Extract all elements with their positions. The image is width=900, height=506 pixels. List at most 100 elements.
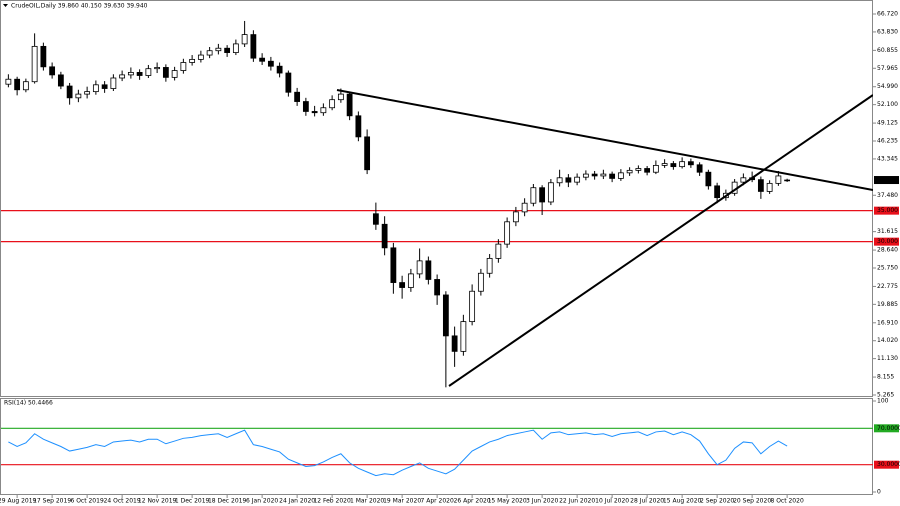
trendline-layer (336, 89, 873, 387)
candle-body (329, 99, 336, 109)
candle-body (381, 223, 388, 249)
candle-body (232, 43, 239, 53)
candle-body (92, 84, 99, 93)
candle-body (390, 247, 397, 283)
y-tick-label: 57.965 (877, 65, 898, 72)
menu-arrow[interactable] (3, 4, 8, 7)
candle-body (14, 78, 21, 91)
y-tick-label: 25.750 (877, 264, 898, 271)
x-tick-label: 7 Apr 2020 (420, 498, 453, 505)
rsi-line (8, 429, 788, 477)
candle-body (75, 93, 82, 99)
y-tick-label: 37.480 (877, 192, 898, 199)
candle-body (171, 70, 178, 78)
candle-body (372, 213, 379, 225)
x-tick-label: 18 Dec 2019 (208, 498, 247, 505)
x-tick-label: 26 Apr 2020 (454, 498, 491, 505)
candle-body (757, 179, 764, 192)
candle-body (250, 34, 257, 59)
candle-body (740, 177, 747, 183)
candle-body (661, 163, 668, 166)
candle-body (565, 177, 572, 183)
candle-body (539, 187, 546, 203)
candle-body (434, 279, 441, 296)
y-tick-label: 22.775 (877, 283, 898, 290)
candle-body (582, 173, 589, 178)
candle-body (784, 179, 791, 182)
y-tick-label: 28.640 (877, 247, 898, 254)
candle-body (101, 84, 108, 89)
y-tick-label: 39.940 (877, 177, 898, 184)
y-tick-label: 63.830 (877, 28, 898, 35)
candle-body (189, 58, 196, 63)
candle-body (5, 78, 12, 85)
trendline (448, 94, 873, 387)
x-tick-label: 1 Dec 2019 (175, 498, 210, 505)
y-tick-label: 35.000 (877, 207, 898, 214)
candle-body (241, 34, 248, 45)
candle-body (469, 290, 476, 323)
y-tick-label: 100 (877, 398, 889, 405)
candle-body (259, 57, 266, 62)
y-tick-label: 46.235 (877, 138, 898, 145)
candle-body (154, 67, 161, 70)
x-tick-label: 10 Jul 2020 (595, 498, 629, 505)
x-tick-label: 12 Feb 2020 (313, 498, 351, 505)
candle-body (775, 175, 782, 184)
x-tick-label: 22 Jun 2020 (559, 498, 595, 505)
candle-body (670, 163, 677, 168)
candle-body (652, 164, 659, 173)
candle-body (294, 91, 301, 102)
candle-body (425, 260, 432, 280)
y-tick-label: 52.100 (877, 101, 898, 108)
x-tick-label: 6 Jan 2020 (246, 498, 278, 505)
x-tick-label: 29 Aug 2019 (0, 498, 37, 505)
candle-body (267, 60, 274, 67)
candle-body (57, 74, 64, 87)
candle-body (215, 47, 222, 52)
candle-body (66, 85, 73, 99)
price-label-box (874, 237, 899, 246)
y-tick-label: 30.0000 (877, 461, 900, 468)
candle-body (197, 54, 204, 60)
candle-body (285, 72, 292, 93)
candle-body (311, 111, 318, 114)
candle-body (635, 168, 642, 171)
price-label-box (874, 206, 899, 215)
candle-body (276, 65, 283, 74)
plot-area: 66.720 63.830 60.855 57.965 54.990 52.100 49.1… (0, 11, 900, 505)
candle-body (31, 45, 38, 83)
candle-body (40, 45, 47, 68)
y-tick-label: 8.155 (877, 374, 894, 381)
candle-body (49, 66, 56, 76)
x-tick-label: 2 Sep 2020 (700, 498, 734, 505)
candle-body (547, 182, 554, 203)
candle-body (145, 68, 152, 76)
candle-body (556, 177, 563, 184)
candle-body (127, 72, 134, 76)
candle-body (460, 321, 467, 352)
candle-body (714, 185, 721, 199)
candle-body (521, 202, 528, 213)
x-tick-label: 24 Jan 2020 (279, 498, 315, 505)
candle-body (477, 272, 484, 292)
trendline (336, 89, 873, 191)
candle-body (504, 221, 511, 245)
x-tick-label: 20 Sep 2020 (733, 498, 771, 505)
x-tick-label: 1 Mar 2020 (350, 498, 384, 505)
candle-body (687, 161, 694, 166)
candle-body (346, 93, 353, 117)
candle-body (302, 101, 309, 112)
x-tick-label: 15 Aug 2020 (663, 498, 702, 505)
x-tick-label: 19 Mar 2020 (383, 498, 421, 505)
candle-body (766, 182, 773, 192)
price-label-box (874, 176, 899, 185)
candle-body (364, 136, 371, 171)
rsi-title: RSI(14) 50.4466 (4, 400, 53, 407)
candle-body (337, 93, 344, 101)
candle-body (696, 164, 703, 173)
candle-body (224, 47, 231, 53)
y-tick-label: 5.265 (877, 391, 894, 398)
rsi-panel (0, 398, 873, 495)
